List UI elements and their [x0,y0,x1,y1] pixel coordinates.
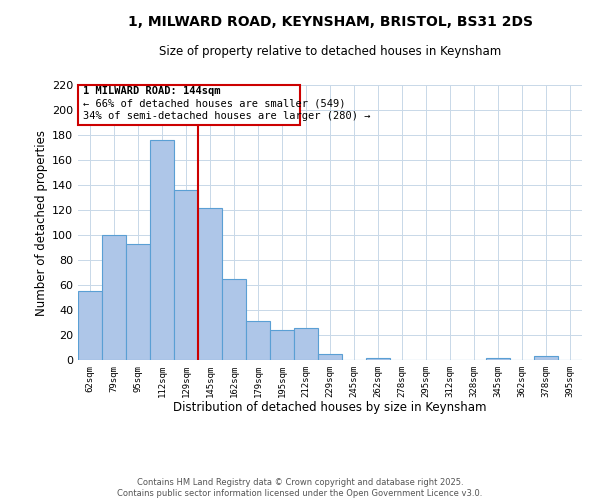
Bar [270,330,294,360]
Bar [150,140,174,360]
Text: 1 MILWARD ROAD: 144sqm: 1 MILWARD ROAD: 144sqm [83,86,221,97]
FancyBboxPatch shape [78,85,300,125]
Bar [102,235,126,360]
X-axis label: Distribution of detached houses by size in Keynsham: Distribution of detached houses by size … [173,402,487,414]
Bar [534,356,558,360]
Bar [294,328,318,360]
Bar [366,358,390,360]
Bar [318,354,342,360]
Bar [174,190,198,360]
Bar [246,322,270,360]
Text: Contains HM Land Registry data © Crown copyright and database right 2025.
Contai: Contains HM Land Registry data © Crown c… [118,478,482,498]
Text: Size of property relative to detached houses in Keynsham: Size of property relative to detached ho… [159,45,501,58]
Bar [78,291,102,360]
Text: 34% of semi-detached houses are larger (280) →: 34% of semi-detached houses are larger (… [83,110,371,120]
Text: ← 66% of detached houses are smaller (549): ← 66% of detached houses are smaller (54… [83,98,346,108]
Y-axis label: Number of detached properties: Number of detached properties [35,130,48,316]
Bar [222,279,246,360]
Bar [486,358,510,360]
Text: 1, MILWARD ROAD, KEYNSHAM, BRISTOL, BS31 2DS: 1, MILWARD ROAD, KEYNSHAM, BRISTOL, BS31… [128,15,533,29]
Bar [126,244,150,360]
Bar [198,208,222,360]
